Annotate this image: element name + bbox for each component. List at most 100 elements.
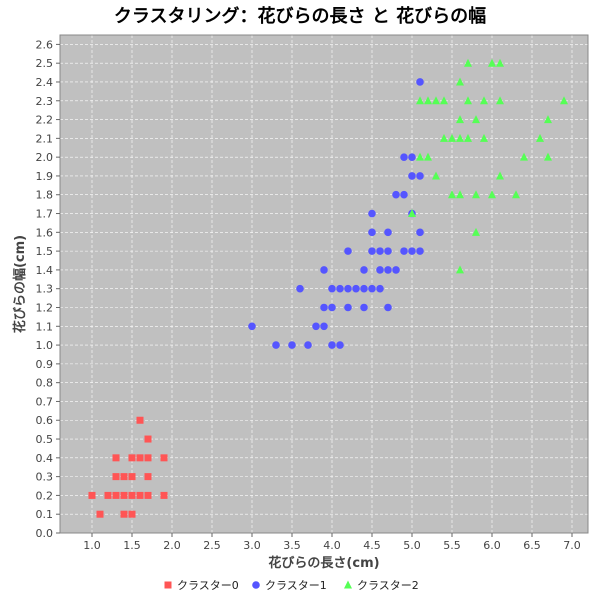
data-point-cluster-2 [544, 152, 552, 161]
data-point-cluster-2 [464, 133, 472, 142]
x-tick-label: 3.0 [243, 539, 261, 552]
y-tick-label: 1.6 [36, 226, 54, 239]
legend-item: クラスター1 [252, 579, 327, 592]
data-point-cluster-1 [392, 266, 400, 274]
data-point-cluster-2 [496, 171, 504, 180]
data-point-cluster-1 [368, 228, 376, 237]
data-point-cluster-0 [136, 454, 144, 462]
axes [59, 34, 589, 534]
data-point-cluster-1 [416, 228, 424, 237]
y-tick-label: 1.2 [36, 301, 54, 314]
x-tick-label: 6.5 [523, 539, 541, 552]
data-point-cluster-1 [384, 228, 392, 237]
y-tick-label: 1.5 [36, 245, 54, 258]
data-point-cluster-1 [400, 247, 408, 255]
data-point-cluster-1 [376, 284, 384, 293]
plot-frame [59, 34, 589, 534]
x-axis-label: 花びらの長さ(cm) [268, 555, 379, 571]
data-point-cluster-1 [376, 247, 384, 255]
x-tick-label: 1.5 [123, 539, 141, 552]
data-point-cluster-2 [480, 133, 488, 142]
data-point-cluster-1 [400, 153, 408, 161]
y-tick-label: 1.1 [36, 320, 54, 333]
data-point-cluster-1 [408, 153, 416, 161]
data-point-cluster-0 [120, 473, 128, 481]
data-point-cluster-0 [104, 491, 112, 499]
data-point-cluster-0 [160, 491, 168, 499]
data-point-cluster-1 [416, 78, 424, 86]
y-tick-label: 1.8 [36, 189, 54, 202]
data-point-cluster-2 [408, 209, 416, 218]
series-0 [88, 416, 168, 518]
data-point-cluster-2 [440, 96, 448, 105]
data-point-cluster-2 [472, 190, 480, 199]
y-axis-ticks: 0.0 0.1 0.2 0.3 0.4 0.5 0.6 0.7 0.8 0.9 1.0 1.1 1.2 1… [36, 38, 60, 540]
data-point-cluster-0 [112, 454, 120, 462]
data-point-cluster-0 [144, 435, 152, 443]
x-tick-label: 3.5 [283, 539, 301, 552]
data-point-cluster-0 [128, 510, 136, 518]
data-point-cluster-0 [112, 473, 120, 481]
data-point-cluster-1 [312, 322, 320, 331]
data-point-cluster-2 [432, 96, 440, 105]
data-point-cluster-1 [384, 266, 392, 274]
x-axis-ticks: 1.0 1.5 2.0 2.5 3.0 3.5 4.0 4.5 5.0 5.5 6.0 6.5 7.0 [83, 533, 581, 552]
series-1 [248, 78, 424, 349]
data-point-cluster-1 [288, 341, 296, 349]
data-point-cluster-1 [360, 266, 368, 274]
x-tick-label: 4.0 [323, 539, 341, 552]
data-point-cluster-2 [448, 133, 456, 142]
x-tick-label: 1.0 [83, 539, 101, 552]
y-tick-label: 1.9 [36, 170, 54, 183]
x-tick-label: 5.0 [403, 539, 421, 552]
x-tick-label: 2.5 [203, 539, 221, 552]
data-point-cluster-1 [360, 303, 368, 312]
data-point-cluster-0 [144, 491, 152, 499]
plot-area [60, 35, 588, 533]
data-point-cluster-2 [488, 190, 496, 199]
y-tick-label: 0.5 [36, 433, 54, 446]
data-point-cluster-0 [160, 454, 168, 462]
data-point-cluster-1 [344, 247, 352, 255]
data-point-cluster-1 [344, 284, 352, 293]
data-point-cluster-1 [248, 322, 256, 331]
data-point-cluster-2 [472, 115, 480, 124]
legend-label: クラスター0 [177, 579, 239, 592]
data-point-cluster-2 [496, 58, 504, 67]
data-point-cluster-2 [440, 133, 448, 142]
y-tick-label: 2.3 [36, 95, 54, 108]
y-tick-label: 0.6 [36, 414, 54, 427]
legend-marker [344, 580, 352, 589]
y-tick-label: 1.3 [36, 283, 54, 296]
data-point-cluster-2 [520, 152, 528, 161]
data-point-cluster-1 [304, 341, 312, 349]
series-2 [408, 58, 568, 274]
data-point-cluster-1 [320, 266, 328, 274]
data-point-cluster-1 [352, 284, 360, 293]
y-axis-label: 花びらの幅(cm) [12, 235, 28, 333]
data-point-cluster-2 [456, 77, 464, 86]
data-point-cluster-1 [360, 284, 368, 293]
data-point-cluster-0 [128, 491, 136, 499]
data-point-cluster-1 [368, 284, 376, 293]
data-point-cluster-1 [368, 209, 376, 218]
data-point-cluster-2 [464, 58, 472, 67]
y-tick-label: 1.0 [36, 339, 54, 352]
legend-item: クラスター2 [344, 579, 419, 592]
data-point-cluster-0 [96, 510, 104, 518]
data-point-cluster-2 [416, 152, 424, 161]
x-tick-label: 4.5 [363, 539, 381, 552]
y-tick-label: 0.3 [36, 471, 54, 484]
data-point-cluster-2 [472, 227, 480, 236]
data-point-cluster-2 [560, 96, 568, 105]
data-point-cluster-0 [120, 510, 128, 518]
chart-title: クラスタリング：花びらの長さ と 花びらの幅 [114, 5, 486, 27]
data-point-cluster-1 [408, 247, 416, 255]
data-point-cluster-0 [128, 454, 136, 462]
legend-label: クラスター2 [357, 579, 419, 592]
data-point-cluster-2 [448, 190, 456, 199]
y-tick-label: 1.4 [36, 264, 54, 277]
y-tick-label: 0.2 [36, 489, 54, 502]
data-point-cluster-0 [144, 473, 152, 481]
